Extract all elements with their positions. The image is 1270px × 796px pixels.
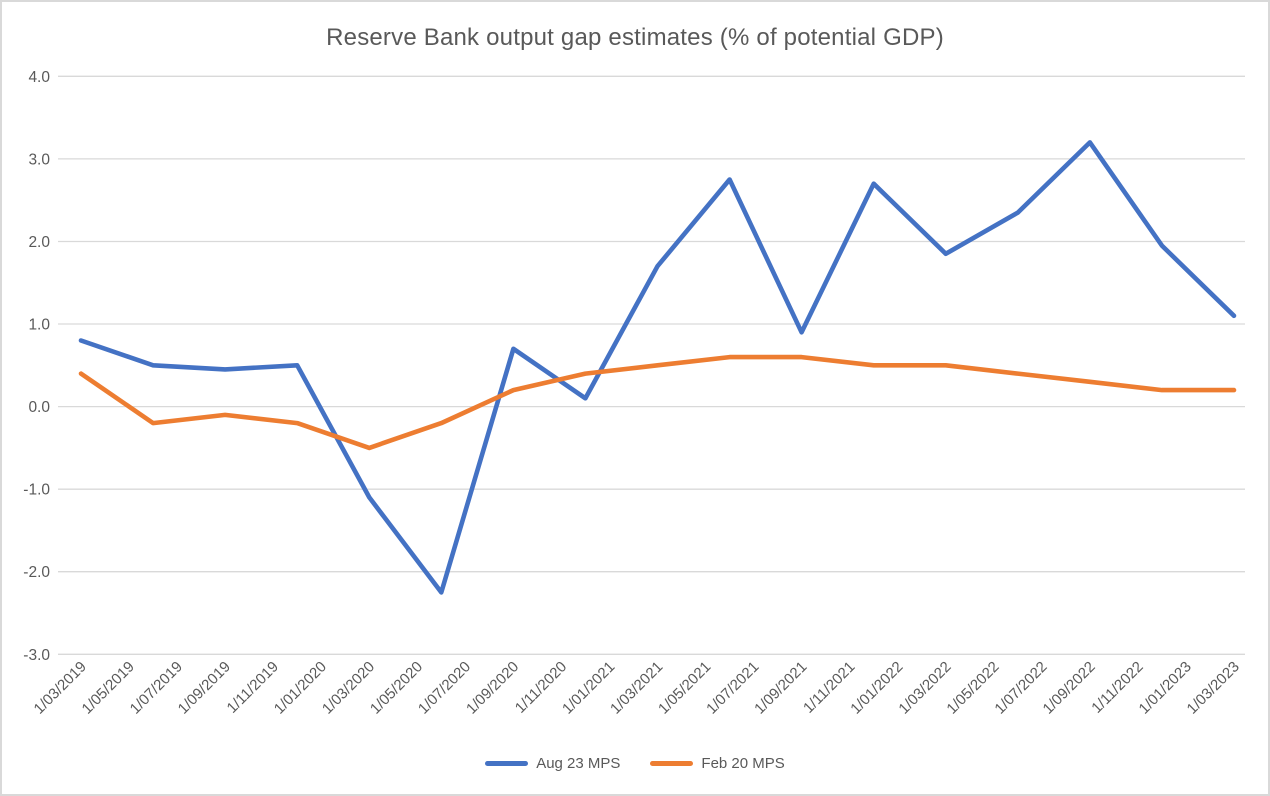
legend-label-feb-20-mps: Feb 20 MPS	[701, 755, 785, 772]
legend-item-aug-23-mps: Aug 23 MPS	[485, 755, 620, 772]
y-axis-tick-label: 4.0	[28, 69, 50, 86]
series-line-aug-23-mps	[78, 140, 1237, 595]
y-axis-tick-label: -2.0	[23, 564, 50, 581]
x-axis-tick-label: 1/09/2019	[175, 658, 234, 717]
series-line-feb-20-mps	[78, 354, 1237, 451]
y-axis-tick-label: 0.0	[28, 399, 50, 416]
x-axis-tick-label: 1/09/2021	[751, 658, 810, 717]
chart-legend: Aug 23 MPS Feb 20 MPS	[2, 755, 1268, 772]
y-axis-tick-label: 1.0	[28, 317, 50, 334]
chart-title: Reserve Bank output gap estimates (% of …	[326, 24, 944, 51]
x-axis-tick-label: 1/09/2022	[1040, 658, 1099, 717]
legend-item-feb-20-mps: Feb 20 MPS	[650, 755, 785, 772]
legend-line-swatch-icon	[485, 761, 529, 766]
y-axis-tick-label: 2.0	[28, 234, 50, 251]
legend-line-swatch-icon	[650, 761, 694, 766]
y-axis-tick-label: -3.0	[23, 647, 50, 664]
y-axis-tick-label: -1.0	[23, 482, 50, 499]
legend-label-aug-23-mps: Aug 23 MPS	[536, 755, 621, 772]
x-axis-tick-label: 1/09/2020	[463, 658, 522, 717]
y-axis-tick-label: 3.0	[28, 151, 50, 168]
x-axis-tick-label: 1/03/2023	[1184, 658, 1243, 717]
